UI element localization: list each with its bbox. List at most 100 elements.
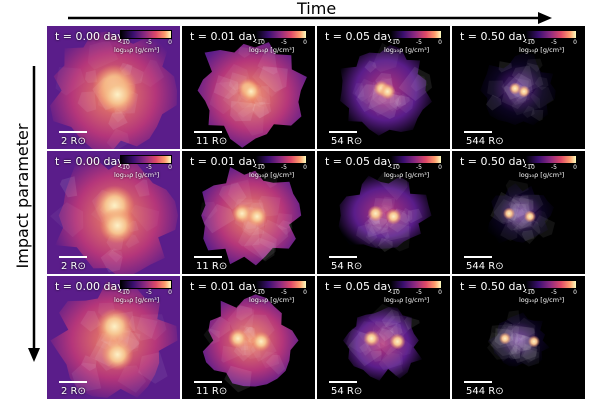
colorbar-tick-label: 0 bbox=[168, 164, 172, 171]
colorbar: -10 -5 0 log₁₀ρ [g/cm³] bbox=[114, 280, 172, 304]
panel-row3-col3: t = 0.05 days -10 -5 0 log₁₀ρ [g/cm³] 54 R⊙ bbox=[316, 275, 451, 400]
colorbar: -10 -5 0 log₁₀ρ [g/cm³] bbox=[384, 155, 442, 179]
colorbar: -10 -5 0 log₁₀ρ [g/cm³] bbox=[114, 155, 172, 179]
scale-bar-label: 54 R⊙ bbox=[331, 386, 363, 397]
colorbar-unit-label: log₁₀ρ [g/cm³] bbox=[114, 46, 160, 54]
colorbar-tick-label: -5 bbox=[551, 289, 557, 296]
colorbar-tick-label: 0 bbox=[303, 164, 307, 171]
scale-bar-label: 11 R⊙ bbox=[196, 261, 228, 272]
density-field-image bbox=[182, 151, 315, 274]
time-stamp-label: t = 0.50 days bbox=[460, 155, 535, 168]
colorbar-ticks: -10 -5 0 bbox=[120, 289, 172, 296]
time-stamp-label: t = 0.00 days bbox=[55, 30, 130, 43]
colorbar-unit-label: log₁₀ρ [g/cm³] bbox=[249, 171, 295, 179]
density-field-image bbox=[47, 276, 180, 399]
panel-row2-col4: t = 0.50 days -10 -5 0 log₁₀ρ [g/cm³] 544 R⊙ bbox=[451, 150, 586, 275]
time-stamp-label: t = 0.00 days bbox=[55, 155, 130, 168]
colorbar-gradient bbox=[525, 280, 577, 289]
panel-row1-col1: t = 0.00 days -10 -5 0 log₁₀ρ [g/cm³] 2 R⊙ bbox=[46, 25, 181, 150]
density-field-image bbox=[317, 276, 450, 399]
colorbar-tick-label: -5 bbox=[146, 289, 152, 296]
colorbar: -10 -5 0 log₁₀ρ [g/cm³] bbox=[384, 280, 442, 304]
scale-bar-label: 544 R⊙ bbox=[466, 261, 504, 272]
colorbar-tick-label: -10 bbox=[525, 289, 535, 296]
colorbar-unit-label: log₁₀ρ [g/cm³] bbox=[249, 296, 295, 304]
colorbar-ticks: -10 -5 0 bbox=[525, 289, 577, 296]
scale-bar bbox=[464, 256, 492, 258]
density-field-image bbox=[47, 151, 180, 274]
colorbar-tick-label: -5 bbox=[416, 289, 422, 296]
colorbar-tick-label: -10 bbox=[525, 164, 535, 171]
panel-row2-col3: t = 0.05 days -10 -5 0 log₁₀ρ [g/cm³] 54 R⊙ bbox=[316, 150, 451, 275]
colorbar-gradient bbox=[255, 280, 307, 289]
colorbar-tick-label: -10 bbox=[390, 39, 400, 46]
colorbar-tick-label: -10 bbox=[525, 39, 535, 46]
colorbar-gradient bbox=[120, 30, 172, 39]
colorbar-tick-label: 0 bbox=[573, 164, 577, 171]
scale-bar-label: 54 R⊙ bbox=[331, 261, 363, 272]
density-field-image bbox=[182, 26, 315, 149]
colorbar-tick-label: 0 bbox=[303, 39, 307, 46]
colorbar-ticks: -10 -5 0 bbox=[390, 164, 442, 171]
density-field-image bbox=[47, 26, 180, 149]
colorbar-tick-label: -10 bbox=[255, 289, 265, 296]
time-stamp-label: t = 0.00 days bbox=[55, 280, 130, 293]
colorbar-tick-label: -5 bbox=[551, 164, 557, 171]
colorbar-unit-label: log₁₀ρ [g/cm³] bbox=[384, 171, 430, 179]
colorbar-gradient bbox=[120, 280, 172, 289]
colorbar-unit-label: log₁₀ρ [g/cm³] bbox=[519, 171, 565, 179]
scale-bar-label: 11 R⊙ bbox=[196, 136, 228, 147]
time-axis-label: Time bbox=[297, 0, 337, 18]
colorbar-unit-label: log₁₀ρ [g/cm³] bbox=[519, 296, 565, 304]
scale-bar bbox=[194, 256, 222, 258]
panel-row1-col4: t = 0.50 days -10 -5 0 log₁₀ρ [g/cm³] 544 R⊙ bbox=[451, 25, 586, 150]
colorbar-tick-label: -10 bbox=[390, 289, 400, 296]
colorbar: -10 -5 0 log₁₀ρ [g/cm³] bbox=[249, 30, 307, 54]
colorbar-gradient bbox=[255, 30, 307, 39]
colorbar: -10 -5 0 log₁₀ρ [g/cm³] bbox=[519, 280, 577, 304]
colorbar-unit-label: log₁₀ρ [g/cm³] bbox=[384, 46, 430, 54]
colorbar-tick-label: -10 bbox=[390, 164, 400, 171]
colorbar-ticks: -10 -5 0 bbox=[525, 164, 577, 171]
colorbar-ticks: -10 -5 0 bbox=[255, 289, 307, 296]
colorbar-tick-label: 0 bbox=[438, 164, 442, 171]
colorbar: -10 -5 0 log₁₀ρ [g/cm³] bbox=[519, 155, 577, 179]
panel-row1-col2: t = 0.01 days -10 -5 0 log₁₀ρ [g/cm³] 11 R⊙ bbox=[181, 25, 316, 150]
scale-bar bbox=[329, 381, 357, 383]
density-field-image bbox=[452, 151, 585, 274]
colorbar-tick-label: -5 bbox=[416, 164, 422, 171]
colorbar-tick-label: -10 bbox=[120, 39, 130, 46]
panel-grid: t = 0.00 days -10 -5 0 log₁₀ρ [g/cm³] 2 R⊙ t =… bbox=[46, 25, 586, 400]
colorbar-unit-label: log₁₀ρ [g/cm³] bbox=[114, 171, 160, 179]
colorbar-tick-label: -5 bbox=[551, 39, 557, 46]
scale-bar-label: 2 R⊙ bbox=[61, 136, 86, 147]
scale-bar-label: 544 R⊙ bbox=[466, 386, 504, 397]
colorbar-gradient bbox=[120, 155, 172, 164]
density-field-image bbox=[317, 26, 450, 149]
scale-bar bbox=[464, 131, 492, 133]
colorbar-ticks: -10 -5 0 bbox=[390, 289, 442, 296]
colorbar-tick-label: -5 bbox=[146, 164, 152, 171]
scale-bar bbox=[194, 131, 222, 133]
colorbar-unit-label: log₁₀ρ [g/cm³] bbox=[384, 296, 430, 304]
time-arrow bbox=[68, 12, 552, 24]
colorbar-tick-label: -5 bbox=[146, 39, 152, 46]
colorbar-tick-label: -10 bbox=[255, 39, 265, 46]
colorbar: -10 -5 0 log₁₀ρ [g/cm³] bbox=[249, 280, 307, 304]
colorbar-tick-label: 0 bbox=[168, 39, 172, 46]
time-stamp-label: t = 0.05 days bbox=[325, 155, 400, 168]
colorbar-tick-label: -10 bbox=[120, 289, 130, 296]
colorbar: -10 -5 0 log₁₀ρ [g/cm³] bbox=[249, 155, 307, 179]
scale-bar-label: 11 R⊙ bbox=[196, 386, 228, 397]
colorbar: -10 -5 0 log₁₀ρ [g/cm³] bbox=[384, 30, 442, 54]
colorbar-tick-label: -5 bbox=[281, 39, 287, 46]
panel-row3-col4: t = 0.50 days -10 -5 0 log₁₀ρ [g/cm³] 544 R⊙ bbox=[451, 275, 586, 400]
scale-bar-label: 54 R⊙ bbox=[331, 136, 363, 147]
colorbar-unit-label: log₁₀ρ [g/cm³] bbox=[249, 46, 295, 54]
colorbar-tick-label: -5 bbox=[281, 164, 287, 171]
colorbar-gradient bbox=[390, 155, 442, 164]
panel-row3-col1: t = 0.00 days -10 -5 0 log₁₀ρ [g/cm³] 2 R⊙ bbox=[46, 275, 181, 400]
density-field-image bbox=[452, 276, 585, 399]
colorbar-tick-label: 0 bbox=[438, 39, 442, 46]
time-stamp-label: t = 0.01 days bbox=[190, 280, 265, 293]
